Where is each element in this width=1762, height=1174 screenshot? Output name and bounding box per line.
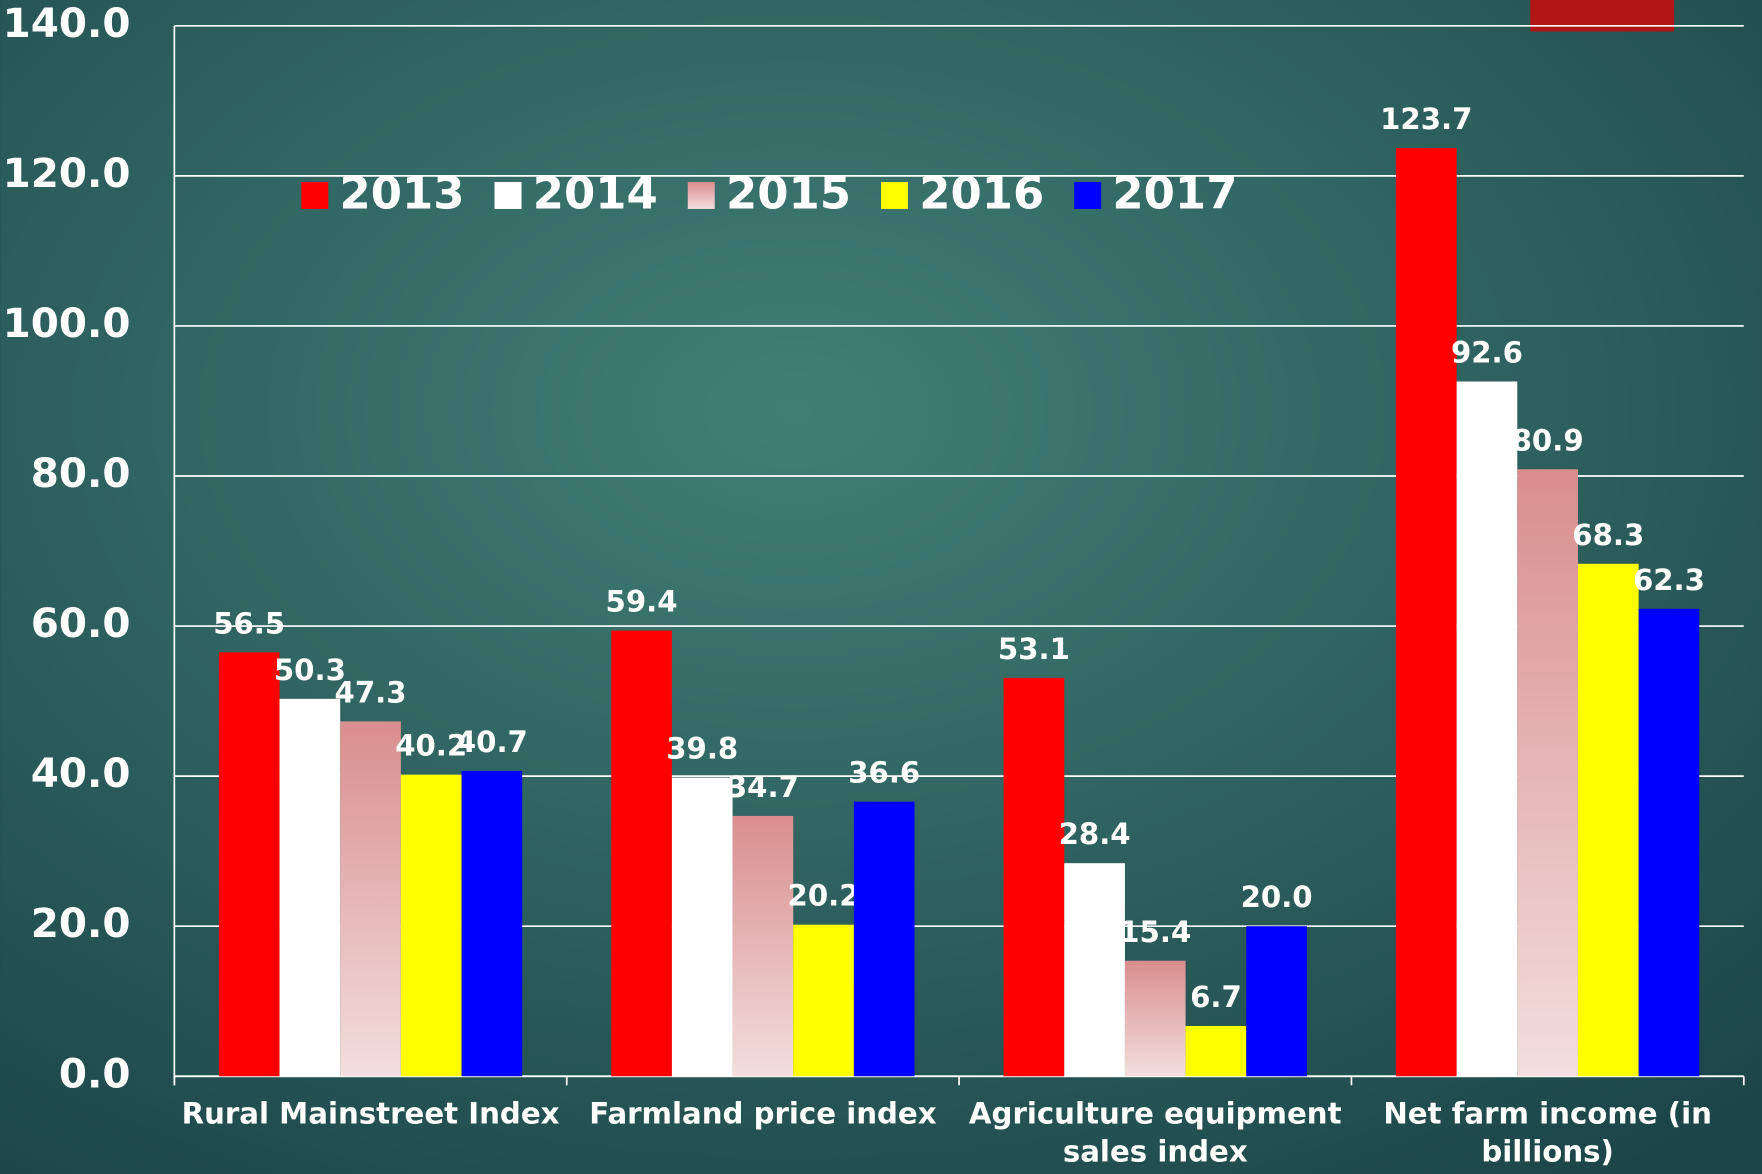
bar (400, 774, 462, 1077)
y-tick-label: 140.0 (3, 0, 131, 47)
data-label: 40.2 (395, 729, 467, 763)
bar (793, 924, 854, 1077)
x-tick-label: Farmland price index (589, 1097, 937, 1132)
data-label: 36.6 (848, 756, 920, 790)
legend-swatch (301, 181, 329, 209)
bar (1064, 863, 1125, 1077)
x-tick-label: Rural Mainstreet Index (181, 1097, 560, 1132)
legend-label: 2014 (533, 167, 658, 220)
bar (671, 777, 733, 1077)
y-tick-label: 20.0 (31, 899, 131, 947)
data-label: 40.7 (456, 725, 528, 759)
data-label: 6.7 (1190, 980, 1242, 1014)
data-label: 59.4 (606, 585, 678, 619)
bar (611, 630, 672, 1077)
x-label-box: Net farm income (in billions) (1383, 1097, 1712, 1170)
legend-label: 2017 (1112, 167, 1237, 220)
y-tick-label: 40.0 (31, 749, 131, 797)
y-tick-label: 80.0 (31, 449, 131, 497)
data-label: 20.0 (1241, 880, 1313, 914)
legend-label: 2016 (919, 167, 1044, 220)
data-label: 62.3 (1633, 563, 1705, 597)
bar (218, 652, 280, 1077)
legend-swatch (1074, 181, 1102, 209)
data-label: 50.3 (274, 653, 346, 687)
y-tick-label: 100.0 (3, 299, 131, 347)
x-tick-label: Net farm income (in billions) (1383, 1097, 1712, 1170)
data-label: 28.4 (1059, 817, 1131, 851)
data-label: 80.9 (1512, 423, 1584, 457)
decoration (1530, 0, 1675, 32)
data-label: 15.4 (1119, 915, 1191, 949)
bar (1246, 926, 1307, 1077)
x-label-box: Rural Mainstreet Index (181, 1097, 560, 1132)
bar (1185, 1025, 1247, 1077)
data-label: 56.5 (213, 606, 285, 640)
x-tick-label: Agriculture equipment sales index (968, 1097, 1342, 1170)
data-label: 47.3 (335, 675, 407, 709)
y-tick-label: 120.0 (3, 149, 131, 197)
x-label-box: Agriculture equipment sales index (968, 1097, 1342, 1170)
bar (1638, 608, 1700, 1077)
legend-label: 2015 (726, 167, 851, 220)
legend-swatch (687, 181, 715, 209)
data-label: 92.6 (1451, 336, 1523, 370)
data-label: 68.3 (1572, 518, 1644, 552)
data-label: 34.7 (727, 770, 799, 804)
y-tick-label: 0.0 (59, 1049, 131, 1097)
data-label: 39.8 (666, 732, 738, 766)
legend-swatch (881, 181, 908, 209)
bar (1395, 148, 1457, 1077)
bar (1003, 677, 1065, 1077)
data-label: 123.7 (1380, 102, 1472, 136)
bar (340, 721, 401, 1077)
data-label: 20.2 (788, 879, 860, 913)
bar (279, 698, 341, 1077)
bar (732, 815, 794, 1077)
bar (1577, 563, 1639, 1077)
bar (1517, 469, 1578, 1077)
bar (461, 770, 523, 1077)
data-label: 53.1 (998, 632, 1070, 666)
bar (853, 801, 915, 1077)
legend-label: 2013 (339, 167, 464, 220)
x-label-box: Farmland price index (589, 1097, 937, 1132)
legend-swatch (494, 181, 522, 209)
bar (1124, 960, 1186, 1077)
y-tick-label: 60.0 (31, 599, 131, 647)
bar (1456, 381, 1518, 1077)
